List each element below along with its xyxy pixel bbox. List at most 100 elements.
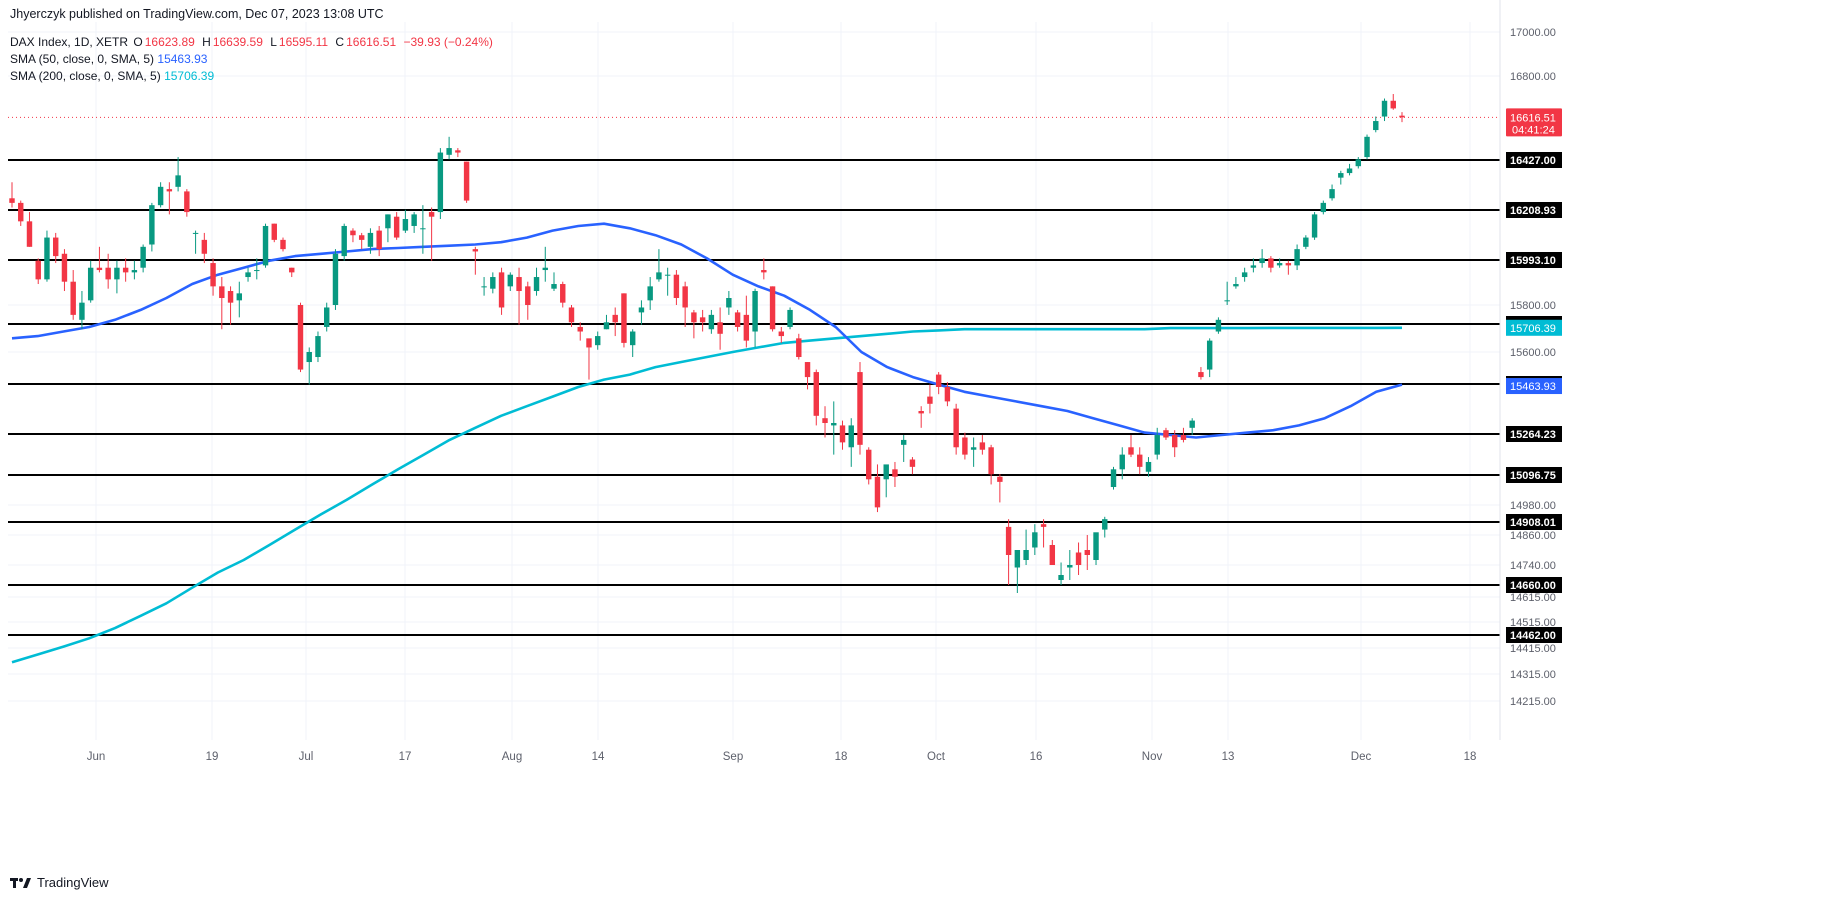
level-price-label: 15264.23 bbox=[1510, 429, 1556, 441]
candle-body bbox=[306, 352, 312, 363]
candle bbox=[699, 309, 706, 332]
candle-body bbox=[358, 235, 365, 240]
sma50-legend[interactable]: SMA (50, close, 0, SMA, 5) 15463.93 bbox=[10, 52, 207, 66]
candle bbox=[892, 461, 898, 488]
candle-body bbox=[743, 314, 750, 341]
candle-body bbox=[1329, 189, 1335, 199]
candle-body bbox=[874, 476, 881, 508]
candle-body bbox=[1119, 454, 1125, 470]
candle-body bbox=[393, 216, 400, 238]
time-tick-label: Oct bbox=[927, 751, 946, 763]
candle-body bbox=[1233, 284, 1239, 287]
candle-body bbox=[1338, 173, 1344, 178]
candle bbox=[1381, 98, 1388, 122]
candle-body bbox=[1084, 550, 1090, 555]
candle-body bbox=[1198, 372, 1204, 378]
candle bbox=[262, 223, 269, 268]
candle-body bbox=[1364, 136, 1370, 158]
candle bbox=[848, 418, 854, 467]
candle bbox=[1250, 258, 1257, 273]
candle bbox=[61, 249, 68, 292]
candle bbox=[935, 372, 942, 395]
price-tick-label: 14860.00 bbox=[1510, 530, 1556, 542]
candle bbox=[568, 305, 575, 327]
candle bbox=[516, 267, 522, 325]
level-price-tag bbox=[1506, 152, 1562, 168]
candle-body bbox=[1137, 454, 1143, 467]
candle-body bbox=[1285, 263, 1292, 266]
candle bbox=[1163, 427, 1169, 440]
candle-body bbox=[979, 442, 986, 450]
candle bbox=[87, 260, 94, 303]
candle-body bbox=[175, 175, 181, 187]
candle bbox=[752, 288, 758, 348]
symbol-legend[interactable]: DAX Index, 1D, XETR O 16623.89 H 16639.59 … bbox=[10, 35, 495, 49]
candle bbox=[1390, 94, 1396, 110]
candle-body bbox=[1294, 249, 1300, 266]
candle-body bbox=[437, 152, 444, 213]
candle bbox=[236, 281, 243, 318]
candle-body bbox=[962, 437, 968, 455]
candle-body bbox=[1381, 100, 1388, 117]
price-axis[interactable]: 17000.00 16800.00 16427.00 16208.93 15993.10… bbox=[1499, 0, 1562, 740]
candle-body bbox=[324, 307, 330, 327]
candle bbox=[96, 246, 103, 273]
candle bbox=[979, 435, 986, 455]
candle-body bbox=[210, 263, 216, 287]
candle-body bbox=[280, 239, 286, 250]
candle-body bbox=[1390, 100, 1396, 109]
candle-body bbox=[935, 374, 942, 387]
candle-body bbox=[621, 293, 627, 343]
candle bbox=[1285, 260, 1292, 275]
candle-body bbox=[866, 449, 872, 480]
candle bbox=[1128, 435, 1134, 458]
candle bbox=[1268, 256, 1274, 273]
candle-body bbox=[734, 312, 741, 327]
candle-body bbox=[1399, 115, 1405, 118]
candle bbox=[866, 447, 872, 485]
candle bbox=[166, 182, 173, 215]
candle bbox=[953, 403, 959, 455]
candle-body bbox=[87, 267, 94, 301]
candle-body bbox=[35, 260, 41, 280]
candle bbox=[595, 331, 601, 350]
candle bbox=[105, 253, 111, 289]
candle-body bbox=[970, 447, 977, 450]
sma200-line bbox=[11, 326, 1403, 664]
sma50-value: 15463.93 bbox=[157, 52, 208, 66]
sma50-line bbox=[11, 222, 1403, 439]
level-price-label: 14462.00 bbox=[1510, 630, 1556, 642]
candle-body bbox=[717, 322, 723, 334]
candle bbox=[874, 464, 881, 513]
candle bbox=[280, 237, 286, 252]
candle-body bbox=[184, 191, 190, 213]
candle bbox=[1110, 466, 1117, 490]
candle bbox=[411, 212, 417, 233]
candle-body bbox=[1023, 550, 1029, 560]
time-axis[interactable]: Jun 19 Jul 17 Aug 14 Sep 18 Oct 16 Nov 13 Dec 18 bbox=[87, 751, 1477, 763]
candle bbox=[192, 230, 199, 254]
candle-body bbox=[1224, 300, 1230, 302]
candle-body bbox=[647, 286, 653, 301]
candle bbox=[455, 148, 461, 158]
candle-body bbox=[909, 459, 916, 467]
candle bbox=[918, 406, 924, 428]
candle-body bbox=[691, 312, 697, 323]
candle bbox=[53, 232, 59, 264]
candle bbox=[428, 207, 435, 261]
sma200-legend[interactable]: SMA (200, close, 0, SMA, 5) 15706.39 bbox=[10, 69, 214, 83]
candle-body bbox=[892, 469, 898, 477]
candle bbox=[621, 293, 627, 348]
tradingview-brand[interactable]: TradingView bbox=[10, 875, 109, 890]
level-price-label: 14908.01 bbox=[1510, 517, 1556, 529]
candle-body bbox=[1171, 435, 1178, 448]
time-tick-label: 13 bbox=[1222, 751, 1235, 763]
candle-body bbox=[1163, 430, 1169, 438]
time-tick-label: 17 bbox=[399, 751, 412, 763]
price-tick-label: 14215.00 bbox=[1510, 696, 1556, 708]
candle-body bbox=[831, 423, 837, 426]
candle bbox=[402, 209, 409, 233]
candle bbox=[1137, 447, 1143, 475]
candle-body bbox=[796, 338, 802, 358]
